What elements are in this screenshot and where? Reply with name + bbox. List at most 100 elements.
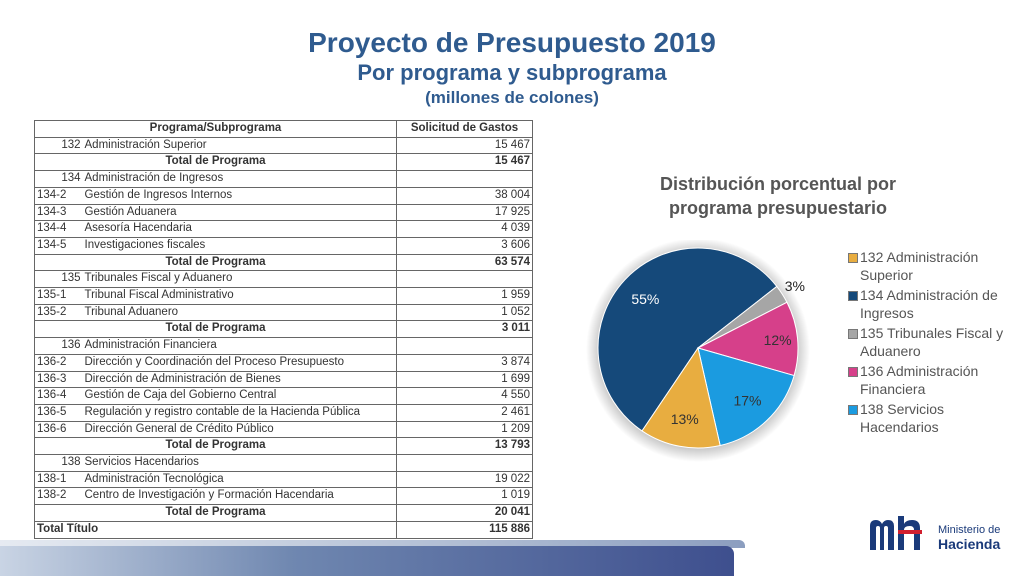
- column-header-amount: Solicitud de Gastos: [396, 120, 533, 138]
- pie-chart: 55% 3% 12% 17% 13%: [586, 240, 810, 462]
- row-value: 1 209: [396, 420, 533, 439]
- row-name: Administración Superior: [82, 136, 397, 155]
- row-code: 136-2: [34, 353, 83, 372]
- budget-table: Programa/Subprograma Solicitud de Gastos…: [34, 120, 533, 539]
- row-code: 135: [34, 270, 83, 289]
- program-row: 135 Tribunales Fiscal y Aduanero: [34, 270, 533, 289]
- ministerio-hacienda-logo: Ministerio de Hacienda: [868, 516, 1008, 552]
- program-total-row: Total de Programa 13 793: [34, 437, 533, 456]
- row-code: 138-1: [34, 470, 83, 489]
- legend-label: 135 Tribunales Fiscal y Aduanero: [860, 325, 1004, 359]
- footer-bar: [0, 540, 1024, 576]
- legend-swatch: [848, 329, 858, 339]
- subprogram-row: 136-3 Dirección de Administración de Bien…: [34, 370, 533, 389]
- grand-total-row: Total Título 115 886: [34, 520, 533, 539]
- table-body: 132 Administración Superior 15 467 Total de…: [34, 136, 533, 539]
- subprogram-row: 134-3 Gestión Aduanera 17 925: [34, 203, 533, 222]
- legend-label: 138 Servicios Hacendarios: [860, 401, 945, 435]
- chart-title: Distribución porcentual por programa pre…: [598, 172, 958, 220]
- row-code: 132: [34, 136, 83, 155]
- subprogram-row: 138-2 Centro de Investigación y Formación…: [34, 487, 533, 506]
- total-label: Total Título: [34, 520, 397, 539]
- row-name: Administración Financiera: [82, 337, 397, 355]
- pie-slice-label: 3%: [785, 278, 805, 294]
- row-code: 134-4: [34, 220, 83, 238]
- row-value: 38 004: [396, 186, 533, 205]
- row-value: [396, 270, 533, 289]
- row-name: Tribunal Aduanero: [82, 303, 397, 322]
- row-code: 138-2: [34, 487, 83, 506]
- row-code: 136: [34, 337, 83, 355]
- program-row: 136 Administración Financiera: [34, 337, 533, 355]
- subprogram-row: 136-5 Regulación y registro contable de l…: [34, 403, 533, 422]
- column-header-program: Programa/Subprograma: [34, 120, 397, 138]
- row-code: 135-2: [34, 303, 83, 322]
- total-value: 13 793: [396, 437, 533, 456]
- mh-logo-icon: [870, 516, 922, 550]
- program-total-row: Total de Programa 15 467: [34, 153, 533, 172]
- pie-slice: [597, 247, 778, 432]
- logo-text-line2: Hacienda: [938, 536, 1001, 552]
- row-value: 17 925: [396, 203, 533, 222]
- legend-entry: 136 Administración Financiera: [848, 362, 1018, 398]
- subprogram-row: 134-4 Asesoría Hacendaria 4 039: [34, 220, 533, 238]
- row-value: 19 022: [396, 470, 533, 489]
- logo-text-line1: Ministerio de: [938, 524, 1001, 536]
- page-subtitle: Por programa y subprograma: [357, 60, 667, 85]
- program-total-row: Total de Programa 3 011: [34, 320, 533, 339]
- chart-legend: 132 Administración Superior 134 Administr…: [848, 248, 1018, 438]
- units-label: (millones de colones): [425, 88, 599, 107]
- row-name: Asesoría Hacendaria: [82, 220, 397, 238]
- subprogram-row: 136-4 Gestión de Caja del Gobierno Centra…: [34, 387, 533, 405]
- total-value: 15 467: [396, 153, 533, 172]
- pie-slice-label: 13%: [671, 411, 699, 427]
- program-total-row: Total de Programa 20 041: [34, 504, 533, 522]
- row-value: 1 052: [396, 303, 533, 322]
- row-name: Dirección de Administración de Bienes: [82, 370, 397, 389]
- legend-swatch: [848, 405, 858, 415]
- row-value: 1 019: [396, 487, 533, 506]
- total-label: Total de Programa: [34, 504, 397, 522]
- row-value: 3 606: [396, 236, 533, 255]
- row-code: 136-6: [34, 420, 83, 439]
- row-code: 136-4: [34, 387, 83, 405]
- pie-slice: [696, 301, 799, 377]
- row-name: Tribunal Fiscal Administrativo: [82, 287, 397, 305]
- row-code: 136-5: [34, 403, 83, 422]
- pie-slice-label: 17%: [733, 392, 761, 408]
- subprogram-row: 135-1 Tribunal Fiscal Administrativo 1 959: [34, 287, 533, 305]
- row-value: 1 699: [396, 370, 533, 389]
- pie-slice-label: 55%: [631, 291, 659, 307]
- row-code: 135-1: [34, 287, 83, 305]
- row-name: Tribunales Fiscal y Aduanero: [82, 270, 397, 289]
- total-value: 63 574: [396, 253, 533, 272]
- legend-label: 134 Administración de Ingresos: [860, 287, 998, 321]
- legend-swatch: [848, 253, 858, 263]
- total-label: Total de Programa: [34, 437, 397, 456]
- row-name: Servicios Hacendarios: [82, 454, 397, 472]
- chart-title-line: Distribución porcentual por: [659, 174, 896, 194]
- total-label: Total de Programa: [34, 253, 397, 272]
- footer-bar-dark: [0, 546, 734, 576]
- legend-entry: 135 Tribunales Fiscal y Aduanero: [848, 324, 1018, 360]
- program-total-row: Total de Programa 63 574: [34, 253, 533, 272]
- program-row: 138 Servicios Hacendarios: [34, 454, 533, 472]
- pie-slice-label: 12%: [764, 332, 792, 348]
- row-value: 1 959: [396, 287, 533, 305]
- row-code: 134-2: [34, 186, 83, 205]
- legend-label: 136 Administración Financiera: [860, 363, 979, 397]
- legend-swatch: [848, 291, 858, 301]
- row-value: [396, 454, 533, 472]
- program-row: 132 Administración Superior 15 467: [34, 136, 533, 155]
- legend-entry: 134 Administración de Ingresos: [848, 286, 1018, 322]
- pie-slice: [641, 346, 721, 449]
- program-row: 134 Administración de Ingresos: [34, 170, 533, 188]
- subprogram-row: 134-5 Investigaciones fiscales 3 606: [34, 236, 533, 255]
- row-code: 134-5: [34, 236, 83, 255]
- pie-slice: [697, 347, 795, 447]
- subprogram-row: 136-2 Dirección y Coordinación del Proces…: [34, 353, 533, 372]
- total-label: Total de Programa: [34, 153, 397, 172]
- row-name: Administración de Ingresos: [82, 170, 397, 188]
- row-value: [396, 337, 533, 355]
- chart-title-line: programa presupuestario: [668, 198, 888, 218]
